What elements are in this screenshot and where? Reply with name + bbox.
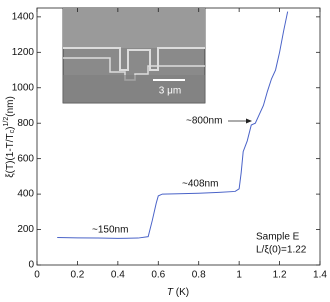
- y-label-part: ξ(T)(1-T/T: [5, 133, 16, 177]
- y-tick-label: 0: [28, 260, 34, 271]
- y-tick-label: 1200: [12, 47, 35, 58]
- x-label-part: T: [167, 287, 174, 298]
- x-tick-label: 0.6: [151, 270, 165, 281]
- scale-bar-label: 3 μm: [159, 86, 181, 97]
- y-label-part: (nm): [5, 96, 16, 117]
- y-axis-label: ξ(T)(1-T/Tc)1/2(nm): [3, 96, 16, 178]
- x-tick-label: 0.2: [70, 270, 84, 281]
- annotation: ~800nm: [186, 116, 222, 127]
- y-tick-label: 600: [17, 153, 34, 164]
- x-tick-label: 1.2: [273, 270, 287, 281]
- y-tick-label: 1400: [12, 12, 35, 23]
- annotation: ~150nm: [92, 225, 128, 236]
- inset-image: 3 μm: [62, 7, 206, 104]
- y-label-part: 1/2: [3, 117, 10, 127]
- annotation: ~408nm: [182, 179, 218, 190]
- annotation: Sample E: [256, 232, 300, 243]
- x-tick-label: 0.8: [192, 270, 206, 281]
- x-label-part: (K): [173, 287, 189, 298]
- x-tick-label: 1: [236, 270, 242, 281]
- annotation-arrow: [228, 118, 252, 124]
- y-tick-label: 400: [17, 189, 34, 200]
- y-tick-label: 200: [17, 224, 34, 235]
- x-tick-label: 0.4: [111, 270, 125, 281]
- y-tick-label: 1000: [12, 82, 35, 93]
- y-label-part: ): [5, 126, 16, 129]
- data-line: [57, 11, 289, 239]
- y-label-part: c: [9, 129, 16, 133]
- annotation: L/ξ(0)=1.22: [256, 245, 307, 256]
- x-axis-label: T (K): [167, 287, 189, 298]
- y-tick-label: 800: [17, 118, 34, 129]
- x-tick-label: 1.4: [313, 270, 327, 281]
- x-tick-label: 0: [34, 270, 40, 281]
